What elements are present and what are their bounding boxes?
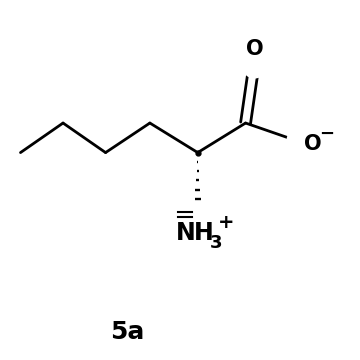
Text: O: O xyxy=(246,39,263,59)
Text: 5a: 5a xyxy=(110,320,144,344)
Text: 3: 3 xyxy=(210,234,222,252)
Circle shape xyxy=(241,46,268,78)
Text: +: + xyxy=(218,213,234,232)
Text: H: H xyxy=(194,221,214,245)
Text: −: − xyxy=(320,125,335,143)
Text: N: N xyxy=(175,221,195,245)
Text: O: O xyxy=(304,134,322,154)
Circle shape xyxy=(287,126,314,158)
